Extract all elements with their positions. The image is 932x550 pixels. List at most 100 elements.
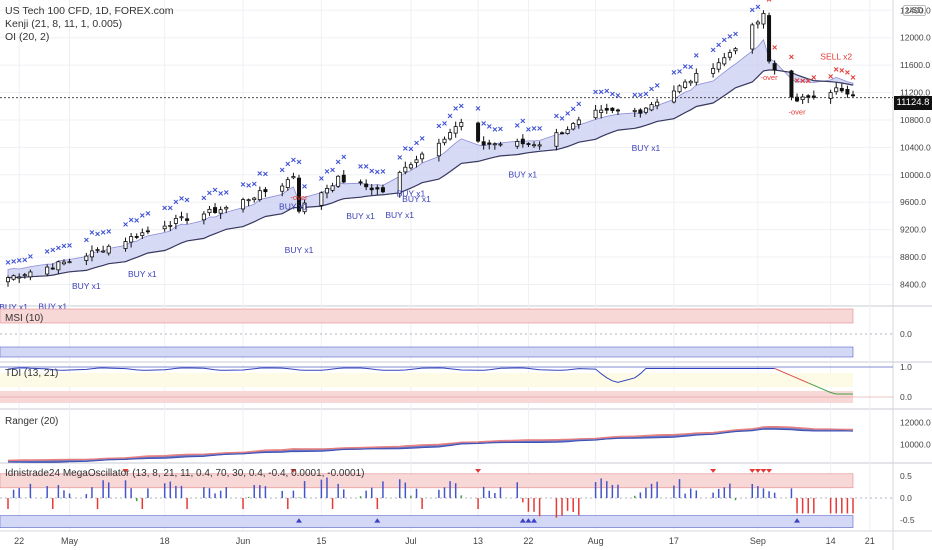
candle-body — [565, 129, 570, 134]
msi-upper-band — [0, 308, 854, 324]
overbought-triangle — [122, 468, 129, 473]
buy-signal-label: BUY x1 — [397, 188, 426, 198]
candle-body — [638, 109, 643, 114]
candle-body — [515, 141, 520, 147]
candle-body — [722, 57, 727, 65]
buy-marker: × — [531, 123, 537, 134]
buy-marker: × — [179, 194, 185, 205]
candle-body — [789, 70, 794, 98]
tdi-line-bottom — [808, 382, 853, 395]
buy-marker: × — [319, 173, 325, 184]
buy-marker: × — [246, 181, 252, 192]
candle-body — [711, 68, 716, 74]
overbought-triangle — [749, 468, 756, 473]
x-tick-label: 21 — [865, 536, 875, 546]
candle-body — [28, 271, 33, 278]
buy-marker: × — [436, 121, 442, 132]
buy-marker: × — [615, 91, 621, 102]
buy-signal-label: BUY x1 — [72, 281, 101, 291]
candle-body — [408, 164, 413, 169]
buy-marker: × — [263, 169, 269, 180]
msi-tick-label: 0.0 — [900, 329, 912, 339]
candle-body — [263, 189, 268, 193]
candle-body — [671, 90, 676, 103]
candle-body — [839, 87, 844, 92]
oversold-triangle — [531, 518, 538, 523]
oi-legend[interactable]: OI (20, 2) — [5, 31, 50, 43]
buy-marker: × — [632, 90, 638, 101]
candle-body — [459, 122, 464, 127]
ranger-upper-line — [8, 427, 854, 462]
candle-body — [716, 62, 721, 70]
buy-marker: × — [28, 252, 34, 263]
candle-body — [576, 119, 581, 125]
candle-body — [655, 101, 660, 107]
price-tick-label: 10000.0 — [900, 170, 931, 180]
candle-body — [179, 216, 184, 219]
buy-marker: × — [162, 203, 168, 214]
x-tick-label: 13 — [473, 536, 483, 546]
candle-body — [123, 241, 128, 249]
overbought-triangle — [754, 468, 761, 473]
buy-marker: × — [442, 119, 448, 130]
buy-marker: × — [408, 144, 414, 155]
candle-body — [134, 236, 139, 238]
kenji-legend[interactable]: Kenji (21, 8, 11, 1, 0.005) — [5, 18, 123, 30]
candle-body — [218, 209, 223, 214]
tdi-tick-label: 0.0 — [900, 392, 912, 402]
oversold-triangle — [374, 518, 381, 523]
candle-body — [795, 96, 800, 102]
price-tick-label: 11600.0 — [900, 60, 930, 70]
oscillator-tick-label: 0.0 — [900, 493, 912, 503]
candle-body — [168, 225, 173, 227]
candle-body — [683, 81, 688, 88]
buy-marker: × — [649, 84, 655, 95]
currency-badge[interactable]: USD — [903, 5, 926, 16]
candle-body — [571, 123, 576, 130]
price-tick-label: 10800.0 — [900, 115, 931, 125]
candle-body — [162, 225, 167, 230]
candle-body — [834, 87, 839, 93]
buy-marker: × — [324, 167, 330, 178]
candle-body — [761, 13, 766, 25]
last-price-tag: 11124.8 — [894, 96, 932, 110]
ranger-tick-label: 10000.0 — [900, 440, 931, 450]
buy-marker: × — [554, 111, 560, 122]
candle-body — [453, 126, 458, 134]
candle-body — [364, 183, 369, 188]
price-tick-label: 12400.0 — [900, 5, 931, 15]
buy-marker: × — [279, 165, 285, 176]
buy-marker: × — [212, 185, 218, 196]
overbought-triangle — [766, 468, 773, 473]
candle-body — [599, 109, 604, 113]
buy-marker: × — [570, 104, 576, 115]
buy-marker: × — [5, 258, 11, 269]
tdi-pane-title[interactable]: TDI (13, 21) — [5, 368, 59, 379]
candle-body — [436, 142, 441, 157]
buy-marker: × — [61, 241, 67, 252]
candle-body — [6, 277, 11, 283]
buy-marker: × — [694, 50, 700, 61]
oscillator-tick-label: 0.5 — [900, 471, 912, 481]
buy-signal-label: BUY x1 — [128, 269, 157, 279]
buy-marker: × — [727, 31, 733, 42]
sell-marker: × — [833, 65, 839, 76]
buy-signal-label: BUY x1 — [632, 143, 661, 153]
chart-legend: US Tech 100 CFD, 1D, FOREX.com Kenji (21… — [5, 5, 173, 44]
candle-body — [727, 52, 732, 58]
candle-body — [95, 249, 100, 251]
symbol-title[interactable]: US Tech 100 CFD, 1D, FOREX.com — [5, 5, 174, 17]
overbought-triangle — [475, 468, 482, 473]
x-tick-label: 17 — [669, 536, 679, 546]
mega-oscillator-pane-title[interactable]: Idnistrade24 MegaOscillator (13, 8, 21, … — [5, 468, 365, 479]
candle-body — [101, 250, 106, 253]
sell-signal-label: SELL x2 — [820, 52, 852, 62]
candle-body — [476, 122, 481, 142]
buy-marker: × — [492, 124, 498, 135]
ranger-pane-title[interactable]: Ranger (20) — [5, 416, 59, 427]
candle-body — [61, 261, 66, 265]
msi-pane-title[interactable]: MSI (10) — [5, 313, 44, 324]
buy-marker: × — [201, 193, 207, 204]
candle-body — [341, 174, 346, 183]
